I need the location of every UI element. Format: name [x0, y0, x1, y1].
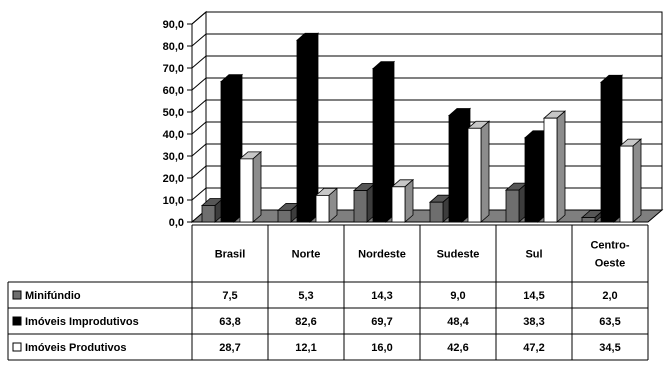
bars	[200, 32, 643, 223]
table-value: 5,3	[298, 290, 313, 302]
bar-front	[353, 190, 368, 223]
y-tick-label: 50,0	[163, 107, 184, 119]
table-value: 34,5	[599, 342, 620, 354]
bar	[295, 32, 320, 223]
y-tick-label: 0,0	[169, 217, 184, 229]
table-value: 14,5	[523, 290, 544, 302]
bar	[390, 178, 415, 223]
bar-side	[404, 178, 414, 223]
table-value: 48,4	[447, 316, 469, 328]
bar	[219, 73, 244, 223]
legend-key	[12, 290, 22, 300]
table-value: 12,1	[295, 342, 316, 354]
bar-front	[201, 205, 216, 223]
table-value: 63,8	[219, 316, 240, 328]
y-tick-label: 40,0	[163, 129, 184, 141]
bar-front	[429, 201, 444, 223]
bar-front	[391, 186, 406, 223]
bar-front	[277, 209, 292, 223]
bar	[238, 150, 263, 223]
bar-front	[505, 189, 520, 223]
y-tick-label: 80,0	[163, 41, 184, 53]
table-value: 9,0	[450, 290, 465, 302]
gridline	[191, 165, 662, 179]
gridline	[191, 143, 662, 157]
bar-front	[581, 217, 596, 223]
table-value: 14,3	[371, 290, 392, 302]
bar	[466, 120, 491, 223]
y-tick-label: 60,0	[163, 85, 184, 97]
bar-side	[480, 120, 490, 223]
bar-side	[632, 138, 642, 223]
gridline	[191, 77, 662, 91]
y-tick-label: 10,0	[163, 195, 184, 207]
bar-front	[372, 68, 387, 223]
gridlines	[191, 11, 662, 201]
bar-side	[556, 110, 566, 223]
legend-key	[12, 316, 22, 326]
table-value: 63,5	[599, 316, 620, 328]
bar	[523, 129, 548, 223]
side-wall	[191, 10, 207, 224]
table-value: 38,3	[523, 316, 544, 328]
bar-front	[239, 158, 254, 223]
bar	[447, 107, 472, 223]
bar-front	[296, 39, 311, 223]
gridline	[191, 55, 662, 69]
bar-front	[600, 81, 615, 223]
bar	[618, 138, 643, 223]
chart-walls	[190, 10, 664, 224]
bar-front	[467, 127, 482, 223]
category-label: Sul	[525, 249, 542, 261]
table-value: 47,2	[523, 342, 544, 354]
series-name: Minifúndio	[25, 290, 81, 302]
gridline	[191, 33, 662, 47]
bar-side	[309, 32, 319, 223]
category-label: Norte	[292, 249, 321, 261]
y-tick-label: 90,0	[163, 19, 184, 31]
bar	[504, 182, 529, 223]
y-tick-label: 20,0	[163, 173, 184, 185]
data-table: Brasil Norte Nordeste Sudeste Sul Centro- Oest…	[7, 224, 649, 361]
y-axis-ticks: 0,0 10,0 20,0 30,0 40,0 50,0 60,0 70,0 80,0 90,0	[163, 19, 193, 229]
bar	[599, 74, 624, 223]
gridline	[191, 11, 662, 25]
bar-front	[543, 117, 558, 223]
bar-front	[448, 115, 463, 223]
bar	[314, 187, 339, 223]
table-value: 82,6	[295, 316, 316, 328]
back-wall	[205, 11, 663, 211]
series-name: Imóveis Improdutivos	[25, 316, 139, 328]
bar-front	[220, 81, 235, 223]
category-label: Sudeste	[437, 249, 480, 261]
bar-front	[315, 194, 330, 223]
category-label: Brasil	[215, 249, 246, 261]
y-tick-label: 70,0	[163, 63, 184, 75]
gridline	[191, 121, 662, 135]
bar	[371, 60, 396, 223]
series-name: Imóveis Produtivos	[25, 342, 126, 354]
legend-key	[12, 342, 22, 352]
table-value: 28,7	[219, 342, 240, 354]
gridline	[191, 99, 662, 113]
bar	[352, 182, 377, 223]
bar-side	[252, 150, 262, 223]
category-label: Oeste	[595, 258, 626, 270]
bar-front	[619, 145, 634, 223]
y-tick-label: 30,0	[163, 151, 184, 163]
bar	[542, 110, 567, 223]
bar	[428, 194, 453, 223]
table-value: 16,0	[371, 342, 392, 354]
table-value: 42,6	[447, 342, 468, 354]
bar-front	[524, 137, 539, 223]
table-value: 2,0	[602, 290, 617, 302]
table-value: 69,7	[371, 316, 392, 328]
category-label: Centro-	[590, 240, 629, 252]
table-value: 7,5	[222, 290, 237, 302]
category-label: Nordeste	[358, 249, 406, 261]
